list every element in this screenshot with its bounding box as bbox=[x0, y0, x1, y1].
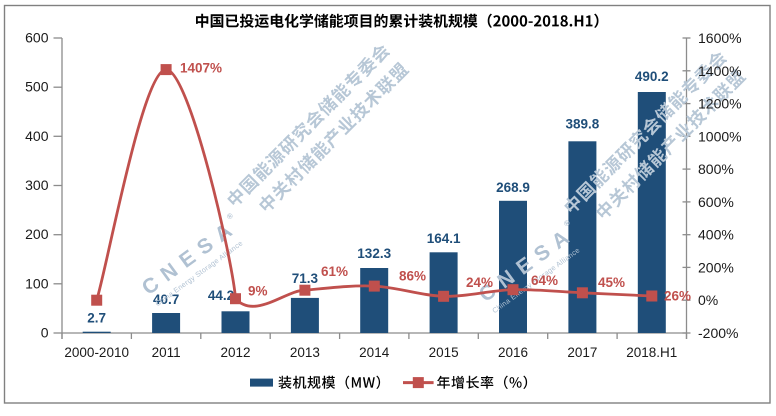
svg-text:2013: 2013 bbox=[290, 345, 320, 360]
svg-text:268.9: 268.9 bbox=[496, 180, 530, 195]
svg-text:200: 200 bbox=[25, 226, 49, 242]
svg-text:26%: 26% bbox=[664, 288, 691, 303]
svg-text:61%: 61% bbox=[321, 264, 348, 279]
svg-text:0: 0 bbox=[41, 325, 49, 341]
svg-text:1600%: 1600% bbox=[698, 30, 742, 46]
svg-text:600: 600 bbox=[25, 30, 49, 46]
svg-text:200%: 200% bbox=[698, 259, 734, 275]
svg-text:40.7: 40.7 bbox=[153, 292, 179, 307]
svg-text:1000%: 1000% bbox=[698, 128, 742, 144]
svg-text:2017: 2017 bbox=[567, 345, 597, 360]
svg-text:86%: 86% bbox=[399, 268, 426, 283]
svg-text:64%: 64% bbox=[531, 273, 558, 288]
svg-text:132.3: 132.3 bbox=[357, 246, 391, 261]
svg-text:24%: 24% bbox=[466, 275, 493, 290]
svg-text:2012: 2012 bbox=[220, 345, 250, 360]
svg-text:2014: 2014 bbox=[359, 345, 390, 360]
svg-text:800%: 800% bbox=[698, 161, 734, 177]
svg-text:389.8: 389.8 bbox=[566, 117, 600, 132]
svg-text:0%: 0% bbox=[698, 292, 718, 308]
svg-text:600%: 600% bbox=[698, 194, 734, 210]
svg-text:2.7: 2.7 bbox=[87, 311, 106, 326]
svg-text:1407%: 1407% bbox=[180, 60, 222, 75]
svg-text:500: 500 bbox=[25, 79, 49, 95]
svg-text:1200%: 1200% bbox=[698, 96, 742, 112]
svg-text:71.3: 71.3 bbox=[292, 271, 319, 286]
svg-text:44.2: 44.2 bbox=[208, 288, 234, 303]
svg-text:164.1: 164.1 bbox=[427, 231, 461, 246]
svg-text:100: 100 bbox=[25, 275, 49, 291]
svg-text:-200%: -200% bbox=[698, 325, 738, 341]
svg-text:400%: 400% bbox=[698, 227, 734, 243]
svg-text:490.2: 490.2 bbox=[635, 69, 669, 84]
svg-text:2015: 2015 bbox=[429, 345, 459, 360]
svg-text:45%: 45% bbox=[598, 275, 625, 290]
svg-text:®: ® bbox=[225, 211, 235, 222]
svg-text:300: 300 bbox=[25, 177, 49, 193]
svg-text:2000-2010: 2000-2010 bbox=[64, 345, 129, 360]
svg-text:9%: 9% bbox=[248, 283, 268, 298]
svg-text:2011: 2011 bbox=[152, 345, 181, 360]
svg-text:1400%: 1400% bbox=[698, 63, 742, 79]
svg-text:2016: 2016 bbox=[498, 345, 528, 360]
svg-text:400: 400 bbox=[25, 128, 49, 144]
svg-text:2018.H1: 2018.H1 bbox=[626, 345, 677, 360]
